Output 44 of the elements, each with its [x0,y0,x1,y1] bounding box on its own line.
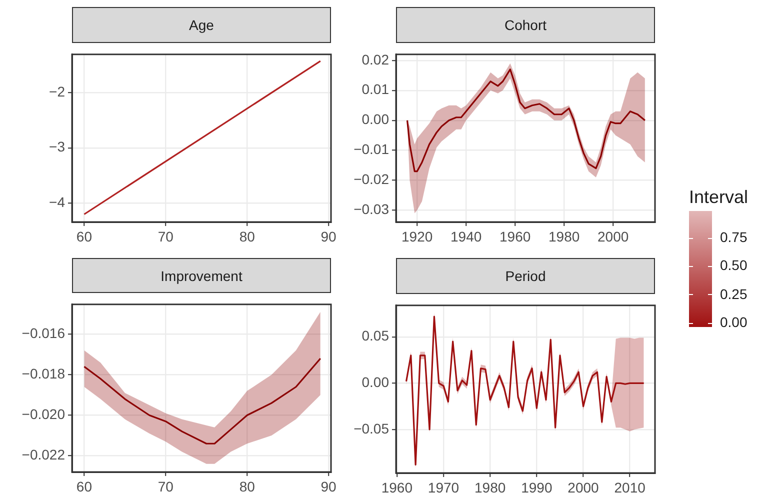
x-tick-label: 1970 [428,479,460,496]
y-tick-label: −0.03 [354,201,390,218]
chart-title: Age [72,7,331,43]
color-bar-label: 0.00 [720,314,748,330]
color-bar-label: 0.50 [720,257,748,274]
x-tick-label: 1960 [500,228,531,244]
x-tick-label: 1960 [381,479,413,496]
x-tick-label: 1980 [548,228,580,244]
x-tick-label: 2000 [568,479,600,496]
y-tick-label: −0.018 [22,366,66,382]
chart-title: Improvement [72,258,331,293]
x-tick-label: 90 [320,478,337,494]
y-tick-label: 0.02 [362,51,390,68]
y-tick-label: 0.01 [362,81,390,98]
x-tick-label: 1940 [450,228,482,244]
x-tick-label: 1920 [401,228,433,244]
color-bar-title: Interval [689,187,748,208]
chart-title: Cohort [396,7,655,43]
x-tick-label: 80 [239,228,256,244]
x-tick-label: 2000 [598,228,629,244]
y-tick-label: 0.00 [362,111,390,128]
color-bar-label: 0.25 [720,286,748,302]
y-tick-label: −0.02 [354,171,390,188]
color-bar-label: 0.75 [720,229,748,246]
y-tick-label: −0.020 [22,406,66,422]
x-tick-label: 1990 [521,479,552,496]
y-tick-label: −2 [49,83,66,100]
y-tick-label: 0.05 [362,328,390,344]
x-tick-label: 70 [158,228,174,244]
y-tick-label: −4 [49,194,66,210]
x-tick-label: 1980 [474,479,506,496]
y-tick-label: −0.05 [354,420,390,436]
chart-title: Period [396,258,655,294]
y-tick-label: −0.01 [354,141,390,158]
y-tick-label: 0.00 [362,374,390,390]
x-tick-label: 70 [158,478,174,494]
y-tick-label: −3 [49,138,66,155]
y-tick-label: −0.016 [22,325,66,342]
y-tick-label: −0.022 [22,446,66,463]
x-tick-label: 80 [239,478,256,494]
x-tick-label: 2010 [614,479,646,496]
x-tick-label: 60 [76,228,92,244]
x-tick-label: 60 [76,478,92,494]
x-tick-label: 90 [320,228,337,244]
